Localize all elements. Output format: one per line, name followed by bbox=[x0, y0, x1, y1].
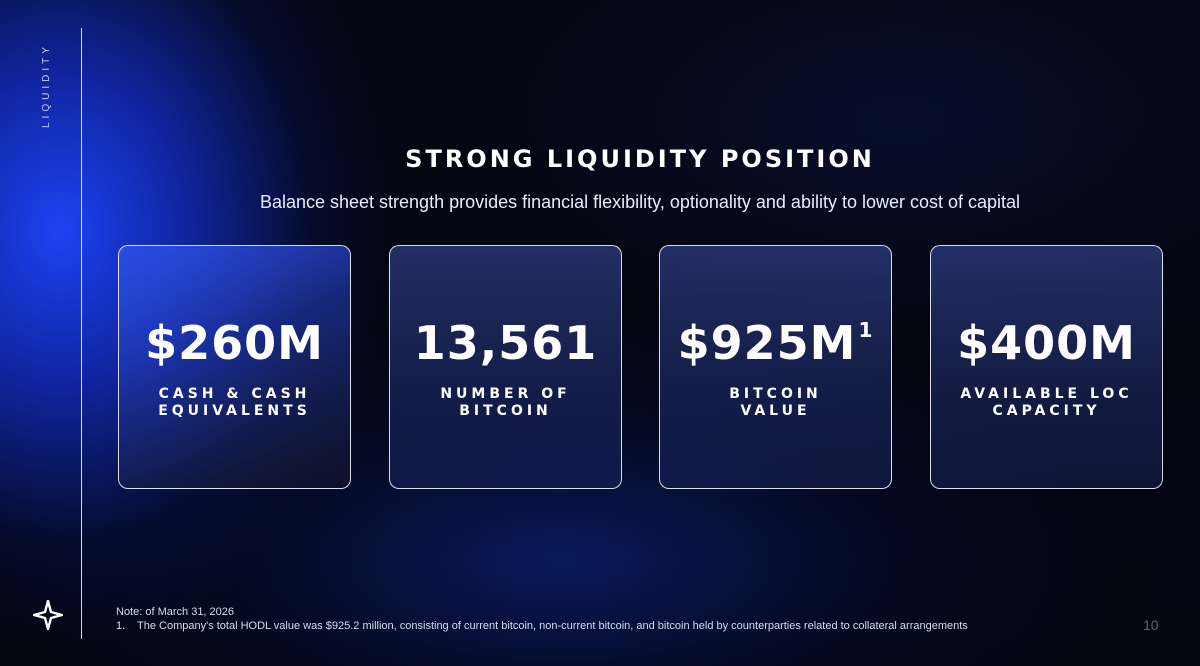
metric-label: BITCOIN VALUE bbox=[670, 386, 881, 420]
footer-note: Note: of March 31, 2026 bbox=[116, 606, 235, 618]
metric-value-text: $925M bbox=[677, 316, 857, 370]
metric-card-loc-capacity: $400M AVAILABLE LOC CAPACITY bbox=[930, 245, 1163, 489]
metric-label-line: AVAILABLE LOC bbox=[960, 386, 1133, 402]
metric-label-line: BITCOIN bbox=[729, 386, 822, 402]
metric-label-line: CAPACITY bbox=[992, 403, 1101, 419]
four-point-star-logo-icon bbox=[33, 600, 63, 630]
metric-value-text: 13,561 bbox=[413, 316, 598, 370]
metric-value: $400M bbox=[931, 316, 1162, 370]
footnote-number: 1. bbox=[116, 620, 126, 632]
vertical-divider bbox=[81, 28, 82, 639]
metric-value-text: $400M bbox=[957, 316, 1136, 370]
metric-label: AVAILABLE LOC CAPACITY bbox=[941, 386, 1152, 420]
metric-value: $925M 1 bbox=[660, 316, 891, 370]
page-title: STRONG LIQUIDITY POSITION bbox=[405, 145, 875, 173]
metric-label: CASH & CASH EQUIVALENTS bbox=[129, 386, 340, 420]
footnote-marker: 1 bbox=[858, 317, 874, 342]
page-number: 10 bbox=[1143, 617, 1159, 633]
metric-card-bitcoin-count: 13,561 NUMBER OF BITCOIN bbox=[389, 245, 622, 489]
metric-label-line: EQUIVALENTS bbox=[158, 403, 311, 419]
metric-value: 13,561 bbox=[390, 316, 621, 370]
metric-label-line: CASH & CASH bbox=[158, 386, 311, 402]
metric-label: NUMBER OF BITCOIN bbox=[400, 386, 611, 420]
metric-label-line: NUMBER OF bbox=[440, 386, 571, 402]
metric-label-line: BITCOIN bbox=[459, 403, 552, 419]
footnote: 1. The Company's total HODL value was $92… bbox=[116, 619, 968, 633]
metric-value-text: $260M bbox=[145, 316, 324, 370]
page-subtitle: Balance sheet strength provides financia… bbox=[259, 192, 1021, 212]
footnote-text: The Company's total HODL value was $925.… bbox=[137, 620, 968, 632]
metric-label-line: VALUE bbox=[740, 403, 811, 419]
metric-card-cash: $260M CASH & CASH EQUIVALENTS bbox=[118, 245, 351, 489]
metric-value: $260M bbox=[119, 316, 350, 370]
metric-card-bitcoin-value: $925M 1 BITCOIN VALUE bbox=[659, 245, 892, 489]
section-label: LIQUIDITY bbox=[41, 43, 52, 128]
